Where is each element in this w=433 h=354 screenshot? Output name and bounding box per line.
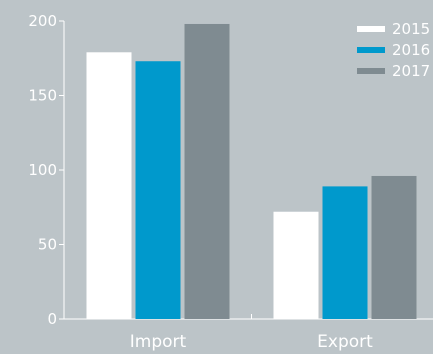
bar-export-2016 [322, 186, 368, 319]
legend: 2015 2016 2017 [357, 20, 430, 80]
bar-export-2017 [371, 175, 417, 319]
bar-import-2017 [184, 23, 230, 319]
legend-label-2015: 2015 [392, 20, 430, 38]
y-tick-label: 150 [28, 87, 57, 105]
x-category-label: Import [130, 332, 187, 352]
bar-export-2015 [273, 211, 319, 319]
legend-swatch-2015 [357, 26, 385, 32]
bars [86, 23, 417, 319]
bar-import-2016 [135, 61, 181, 319]
bar-import-2015 [86, 52, 132, 319]
legend-swatch-2016 [357, 47, 385, 53]
y-tick-label: 0 [47, 310, 57, 328]
legend-label-2017: 2017 [392, 62, 430, 80]
y-tick-label: 50 [38, 236, 57, 254]
axes: 0 50 100 150 200 Import Export [28, 12, 433, 352]
legend-swatch-2017 [357, 68, 385, 74]
y-tick-label: 100 [28, 161, 57, 179]
legend-label-2016: 2016 [392, 41, 430, 59]
y-tick-label: 200 [28, 12, 57, 30]
x-category-label: Export [317, 332, 373, 352]
